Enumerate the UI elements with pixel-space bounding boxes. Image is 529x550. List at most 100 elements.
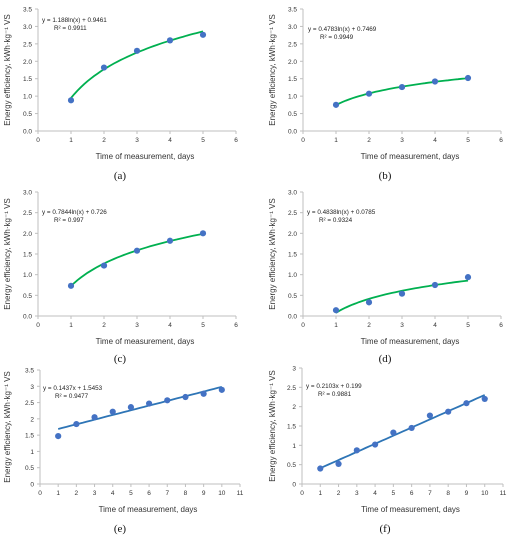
y-tick-label: 2.5 (25, 400, 34, 407)
y-tick-label: 0.0 (288, 314, 297, 321)
chart-svg-d: 0.0 0.5 1.0 1.5 2.0 2.5 3.0 0 1 2 3 4 5 6 Time of meas… (268, 190, 503, 347)
r-squared-label: R² = 0.9881 (318, 391, 352, 398)
y-axis-label: Energy efficiency, kWh·kg⁻¹ VS (268, 198, 277, 310)
x-tick-label: 3 (93, 490, 97, 497)
data-point (199, 31, 207, 38)
x-tick-label: 2 (337, 490, 341, 497)
panel-label-c: (c) (113, 353, 127, 365)
y-tick-label: 0.0 (288, 129, 297, 136)
y-tick-label: 3.5 (288, 7, 297, 14)
x-tick-label: 1 (56, 490, 60, 497)
data-point (431, 281, 439, 289)
y-tick-label: 3.0 (288, 24, 297, 31)
x-tick-label: 5 (129, 490, 133, 497)
x-tick-label: 1 (69, 137, 73, 144)
x-tick-label: 6 (499, 137, 503, 144)
trendline (70, 232, 204, 287)
y-tick-label: 2.5 (287, 385, 296, 392)
y-tick-label: 3.0 (23, 24, 32, 31)
data-point (332, 101, 340, 108)
x-tick-label: 2 (367, 322, 371, 329)
y-tick-label: 0.0 (23, 129, 32, 136)
x-tick-label: 0 (300, 490, 304, 497)
chart-panel-a: 0.0 0.5 1.0 1.5 2.0 2.5 3.0 3.5 0 1 2 3 4 5 6 Time of m… (0, 0, 264, 185)
x-tick-label: 10 (218, 490, 226, 497)
trendline (70, 30, 204, 99)
data-point (200, 390, 207, 397)
y-tick-label: 2 (292, 404, 296, 411)
r-squared-label: R² = 0.9477 (55, 393, 89, 400)
x-tick-label: 0 (38, 490, 42, 497)
data-point (353, 447, 360, 454)
y-tick-label: 2 (30, 416, 34, 423)
data-point (481, 395, 488, 403)
x-tick-label: 1 (318, 490, 322, 497)
x-tick-label: 7 (428, 490, 432, 497)
data-point (431, 78, 439, 85)
x-tick-label: 3 (400, 137, 404, 144)
y-axis-label: Energy efficiency, kWh·kg⁻¹ VS (268, 14, 277, 126)
y-tick-label: 3 (30, 384, 34, 391)
r-squared-label: R² = 0.9324 (319, 217, 353, 224)
y-tick-label: 2.0 (288, 59, 297, 66)
x-tick-label: 0 (36, 322, 40, 329)
y-tick-label: 1.0 (23, 272, 32, 279)
data-point (371, 441, 379, 448)
data-point (91, 414, 98, 421)
y-tick-label: 0.0 (23, 314, 32, 321)
x-tick-label: 3 (135, 137, 139, 144)
x-axis-label: Time of measurement, days (361, 505, 460, 514)
y-tick-label: 2.5 (288, 210, 297, 217)
x-axis-label: Time of measurement, days (361, 152, 460, 161)
data-point (218, 386, 225, 393)
y-axis-label: Energy efficiency, kWh·kg⁻¹ VS (3, 14, 12, 126)
y-tick-label: 0.5 (23, 293, 32, 300)
y-tick-label: 3.0 (23, 190, 32, 197)
y-tick-label: 1.5 (287, 424, 296, 431)
trendline-equation: y = 0.4783ln(x) + 0.7469 (308, 26, 377, 33)
x-axis-label: Time of measurement, days (96, 337, 195, 346)
x-tick-label: 1 (334, 322, 338, 329)
data-point (464, 74, 472, 82)
panel-label-f: (f) (379, 523, 391, 535)
x-tick-label: 8 (446, 490, 450, 497)
data-point (335, 460, 342, 467)
chart-svg-e: 0 0.5 1 1.5 2 2.5 3 3.5 0 1 2 3 4 5 6 7 8 9 10 11 Time of me… (3, 368, 244, 515)
x-tick-label: 5 (466, 322, 470, 329)
y-tick-label: 0.5 (287, 462, 296, 469)
x-axis-label: Time of measurement, days (361, 337, 460, 346)
panel-label-a: (a) (113, 170, 127, 182)
x-tick-label: 9 (465, 490, 469, 497)
r-squared-label: R² = 0.9911 (54, 25, 87, 32)
y-tick-label: 1 (292, 443, 296, 450)
y-tick-label: 3.0 (288, 190, 297, 197)
data-point (100, 262, 108, 269)
data-point (73, 420, 80, 428)
data-point (127, 404, 135, 411)
x-tick-label: 6 (234, 322, 238, 329)
trendline (319, 394, 486, 470)
x-tick-label: 4 (433, 137, 437, 144)
y-tick-label: 1.5 (288, 76, 297, 83)
x-tick-label: 7 (165, 490, 169, 497)
data-point (445, 408, 452, 415)
y-tick-label: 2.5 (23, 41, 32, 48)
data-point (145, 400, 153, 407)
data-point (133, 247, 141, 254)
data-point (332, 307, 340, 314)
chart-svg-b: 0.0 0.5 1.0 1.5 2.0 2.5 3.0 3.5 0 1 2 3 4 5 6 Time of m… (268, 7, 503, 162)
data-point (390, 429, 397, 436)
x-tick-label: 0 (36, 137, 40, 144)
x-tick-label: 11 (500, 490, 507, 497)
data-point (182, 393, 189, 401)
panel-label-e: (e) (113, 523, 127, 535)
y-tick-label: 1.5 (25, 433, 34, 440)
y-tick-label: 2.0 (23, 231, 32, 238)
x-tick-label: 11 (237, 490, 244, 497)
x-tick-label: 6 (234, 137, 238, 144)
chart-svg-f: 0 0.5 1 1.5 2 2.5 3 0 1 2 3 4 5 6 7 8 9 10 11 Time of measu… (268, 366, 507, 515)
chart-panel-c: 0.0 0.5 1.0 1.5 2.0 2.5 3.0 0 1 2 3 4 5 6 Time of meas… (0, 185, 264, 370)
y-tick-label: 2.5 (288, 41, 297, 48)
data-point (426, 412, 434, 419)
x-tick-label: 4 (111, 490, 115, 497)
